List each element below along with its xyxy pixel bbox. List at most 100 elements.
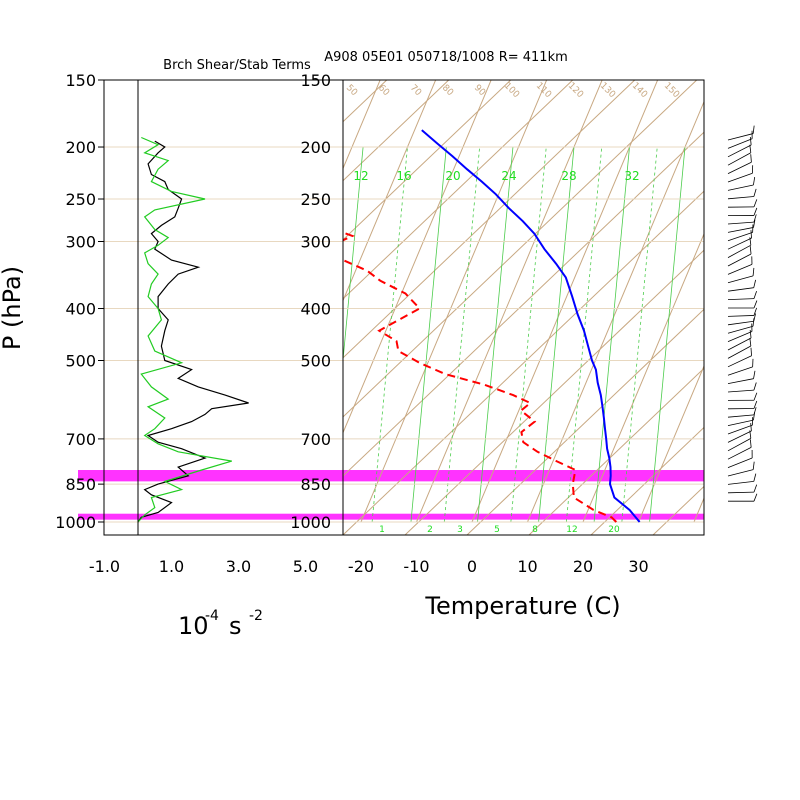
wind-barb-staff [727, 325, 754, 334]
wind-barb-staff [727, 469, 754, 477]
highlight-band-0 [78, 470, 704, 482]
pressure-axis-label: P (hPa) [0, 266, 26, 350]
pressure-tick-left-850: 850 [65, 475, 96, 494]
wind-barb-flag [750, 154, 752, 163]
dry-adiabat-line [0, 80, 201, 535]
dry-adiabat-line [0, 80, 263, 535]
wind-barb-staff [727, 287, 754, 292]
pressure-tick-labels-left: 150 200 250 300 400 500 700 850 1000 [55, 71, 104, 532]
wind-barb-flag [749, 329, 752, 339]
wind-barb-flag [753, 300, 758, 309]
wind-barb-flag [749, 439, 752, 448]
mixing-ratio-bottom-label-8: 8 [532, 525, 538, 535]
wind-barb-flag [749, 144, 752, 153]
wind-barb-staff [727, 315, 754, 317]
theta-label-130: 130 [598, 81, 617, 100]
theta-label-140: 140 [630, 81, 649, 100]
mixing-ratio-bottom-label-1: 1 [379, 525, 385, 535]
wind-barb-flag [753, 214, 757, 223]
pressure-tick-right-300: 300 [300, 232, 331, 251]
mixing-ratio-label-20: 20 [445, 169, 460, 183]
pressure-tick-right-850: 850 [300, 475, 331, 494]
dry-adiabat-line [777, 80, 800, 535]
temperature-tick-30: 30 [628, 557, 648, 576]
shear-tick-3.0: 3.0 [226, 557, 251, 576]
mixing-ratio-bottom-label-3: 3 [457, 525, 463, 535]
wind-barb-flag [749, 136, 752, 146]
wind-barb-staff [727, 196, 754, 200]
mixing-ratio-line [371, 146, 408, 523]
pressure-tick-left-1000: 1000 [55, 513, 96, 532]
wind-barb-staff [727, 419, 754, 426]
highlight-band-1 [78, 513, 704, 520]
dewpoint-line [343, 231, 618, 523]
wind-barb-flag [753, 207, 758, 216]
wind-barb-staff [727, 244, 752, 258]
wind-barb-flag [752, 125, 755, 134]
wind-barb-staff [727, 437, 752, 452]
wind-barb-staff [727, 237, 752, 250]
wind-barb-flag [753, 382, 757, 391]
wind-barb-staff [727, 337, 752, 351]
wind-barb-staff [727, 133, 754, 141]
mixing-ratio-label-32: 32 [624, 169, 639, 183]
pressure-tick-right-150: 150 [300, 71, 331, 90]
wind-barb-staff [727, 221, 754, 225]
dry-adiabat-line [404, 249, 704, 535]
wind-barb-flag [753, 473, 757, 482]
theta-label-100: 100 [502, 81, 521, 100]
wind-barb-staff [727, 378, 754, 384]
mixing-ratio-line [510, 146, 547, 523]
right-panel-frame [342, 79, 705, 536]
wind-barb-staff [727, 345, 752, 359]
wind-barb-flag [753, 188, 757, 197]
shear-unit-base: 10 [178, 612, 209, 640]
wind-barb-staff [727, 138, 753, 149]
mixing-ratio-bottom-label-12: 12 [566, 525, 577, 535]
mixing-ratio-bottom-label-2: 2 [427, 525, 433, 535]
wind-barb-flag [749, 237, 752, 246]
shear-tick--1.0: -1.0 [89, 557, 120, 576]
wind-barb-staff [727, 275, 754, 284]
wind-barb-flag [753, 307, 757, 316]
right-panel-title: A908 05E01 050718/1008 R= 411km [324, 50, 568, 65]
pressure-tick-left-500: 500 [65, 352, 96, 371]
wind-barb-staff [727, 424, 753, 435]
shear-unit-exp1: -4 [205, 608, 219, 624]
theta-label-80: 80 [440, 83, 455, 98]
mixing-ratio-line [443, 146, 481, 523]
pressure-tick-left-200: 200 [65, 138, 96, 157]
wind-barb-staff [727, 253, 752, 267]
temperature-tick-10: 10 [517, 557, 537, 576]
isotherm-line [582, 232, 704, 523]
isotherm-line [360, 80, 548, 523]
theta-label-110: 110 [534, 81, 553, 100]
pressure-tick-right-400: 400 [300, 300, 331, 319]
shear-unit-s: s [229, 612, 242, 640]
wind-barb-flag [753, 177, 756, 186]
temperature-tick-0: 0 [467, 557, 477, 576]
wind-barb-flag [753, 199, 758, 208]
isotherm-line [750, 28, 800, 522]
wind-barb-staff [727, 152, 752, 166]
dry-adiabat-line [343, 190, 704, 535]
temperature-tick--20: -20 [348, 557, 374, 576]
wind-barb-staff [727, 227, 754, 233]
isotherm-line [471, 80, 659, 523]
pressure-tick-left-150: 150 [65, 71, 96, 90]
wind-barb-flag [750, 230, 752, 239]
isotherm-line [84, 28, 291, 522]
temperature-tick-labels: -20 -10 0 10 20 30 [348, 557, 649, 576]
mixing-ratio-bottom-label-20: 20 [608, 525, 620, 535]
wind-barb-staff [727, 232, 753, 242]
wind-barb-flag [749, 430, 752, 439]
wind-barb-staff [727, 457, 753, 468]
dry-adiabat-line [343, 80, 698, 418]
wind-barb-staff [727, 389, 754, 393]
shear-tick-labels: -1.0 1.0 3.0 5.0 [89, 557, 318, 576]
dry-adiabat-line [343, 80, 574, 300]
temperature-tick--10: -10 [403, 557, 429, 576]
pressure-tick-right-200: 200 [300, 138, 331, 157]
wind-barb-staff [727, 366, 753, 376]
